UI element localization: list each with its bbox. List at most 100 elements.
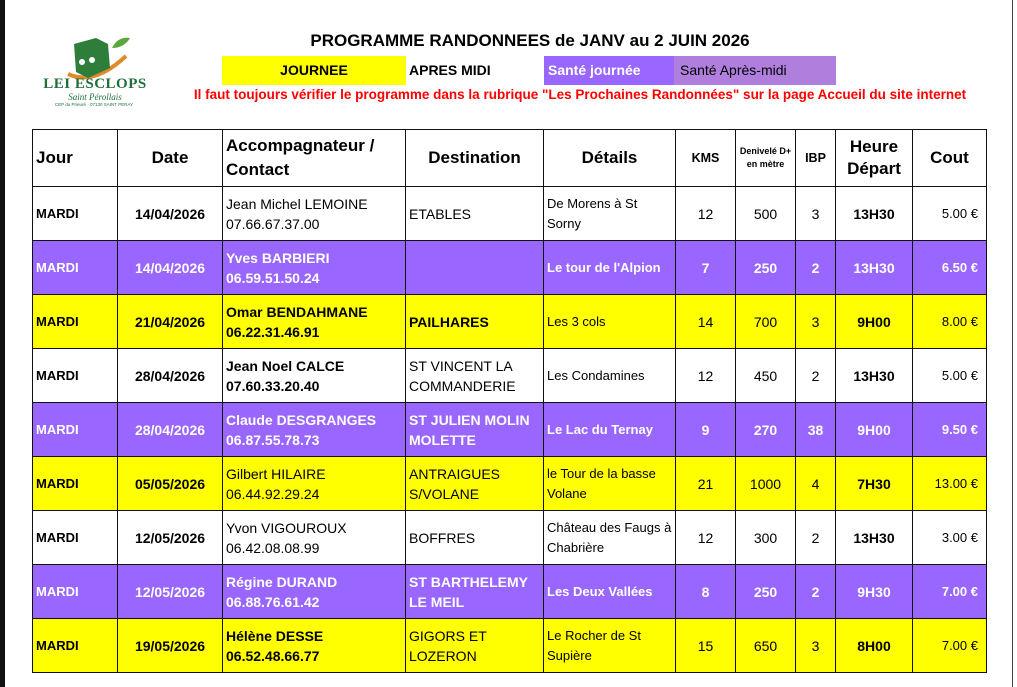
kms-value: 9: [701, 421, 710, 438]
kms-value: 12: [697, 529, 714, 546]
cell-destination: ST VINCENT LA COMMANDERIE: [405, 348, 544, 403]
cell-ibp: 2: [795, 510, 836, 565]
cell-jour: MARDI: [32, 456, 118, 511]
guide-phone: 06.22.31.46.91: [226, 323, 320, 340]
cell-cout: 7.00 €: [912, 618, 987, 673]
destination-text: ST BARTHELEMY LE MEIL: [409, 573, 528, 610]
header-destination: Destination: [405, 129, 544, 187]
table-row: MARDI 28/04/2026 Claude DESGRANGES 06.87.55…: [32, 402, 987, 457]
cell-details: Le Lac du Ternay: [543, 402, 676, 457]
cell-heure: 9H00: [835, 294, 913, 349]
details-text: De Morens à St Sorny: [547, 195, 638, 231]
heure-value: 13H30: [853, 529, 895, 546]
cell-contact: Jean Noel CALCE 07.60.33.20.40: [222, 348, 406, 403]
destination-text: ANTRAIGUES S/VOLANE: [409, 465, 501, 502]
guide-phone: 07.60.33.20.40: [226, 377, 320, 394]
cell-cout: 13.00 €: [912, 456, 987, 511]
cell-denivele: 270: [735, 402, 796, 457]
jour-text: MARDI: [36, 637, 79, 653]
denivele-value: 270: [753, 421, 778, 438]
header-kms: KMS: [675, 129, 736, 187]
cell-destination: GIGORS ET LOZERON: [405, 618, 544, 673]
cell-cout: 5.00 €: [912, 348, 987, 403]
destination-text: ST VINCENT LA COMMANDERIE: [409, 357, 516, 394]
cell-ibp: 4: [795, 456, 836, 511]
cell-heure: 7H30: [835, 456, 913, 511]
date-text: 28/04/2026: [134, 421, 206, 438]
cell-jour: MARDI: [32, 564, 118, 619]
cell-jour: MARDI: [32, 618, 118, 673]
details-text: Le tour de l'Alpion: [547, 259, 661, 275]
details-text: le Tour de la basse Volane: [547, 465, 656, 501]
destination-text: PAILHARES: [409, 313, 489, 330]
cell-jour: MARDI: [32, 510, 118, 565]
legend-apres-midi: APRES MIDI: [409, 62, 491, 78]
cell-cout: 9.50 €: [912, 402, 987, 457]
guide-name: Régine DURAND: [226, 573, 338, 590]
cell-heure: 13H30: [835, 240, 913, 295]
heure-value: 9H00: [857, 421, 891, 438]
legend-sante-journee: Santé journée: [544, 56, 674, 85]
header-accompagnateur: Accompagnateur / Contact: [222, 129, 406, 187]
cell-denivele: 250: [735, 240, 796, 295]
header-ibp: IBP: [795, 129, 836, 187]
guide-name: Jean Michel LEMOINE: [226, 195, 368, 212]
details-text: Château des Faugs à Chabrière: [547, 519, 672, 555]
table-row: MARDI 05/05/2026 Gilbert HILAIRE 06.44.92.2…: [32, 456, 987, 511]
cell-date: 14/04/2026: [117, 240, 223, 295]
cell-details: Château des Faugs à Chabrière: [543, 510, 676, 565]
cell-date: 05/05/2026: [117, 456, 223, 511]
cell-kms: 15: [675, 618, 736, 673]
cell-contact: Omar BENDAHMANE 06.22.31.46.91: [222, 294, 406, 349]
kms-value: 21: [697, 475, 714, 492]
cell-heure: 9H30: [835, 564, 913, 619]
cell-kms: 12: [675, 348, 736, 403]
table-row: MARDI 14/04/2026 Yves BARBIERI 06.59.51.50.…: [32, 240, 987, 295]
header-date: Date: [117, 129, 223, 187]
cell-details: le Tour de la basse Volane: [543, 456, 676, 511]
cell-jour: MARDI: [32, 294, 118, 349]
date-text: 19/05/2026: [134, 637, 206, 654]
denivele-value: 500: [753, 205, 778, 222]
denivele-value: 250: [753, 259, 778, 276]
jour-text: MARDI: [36, 475, 79, 491]
cell-kms: 8: [675, 564, 736, 619]
cell-date: 28/04/2026: [117, 402, 223, 457]
cell-details: Le Rocher de St Supière: [543, 618, 676, 673]
header-denivele: Denivelé D+ en mètre: [735, 129, 796, 187]
details-text: Les Condamines: [547, 367, 645, 383]
cell-denivele: 450: [735, 348, 796, 403]
cell-destination: [405, 240, 544, 295]
cell-kms: 12: [675, 186, 736, 241]
table-row: MARDI 28/04/2026 Jean Noel CALCE 07.60.33.2…: [32, 348, 987, 403]
cell-heure: 13H30: [835, 186, 913, 241]
guide-phone: 06.42.08.08.99: [226, 539, 320, 556]
cell-date: 12/05/2026: [117, 510, 223, 565]
jour-text: MARDI: [36, 367, 79, 383]
denivele-value: 450: [753, 367, 778, 384]
cell-destination: ST JULIEN MOLIN MOLETTE: [405, 402, 544, 457]
ibp-value: 3: [811, 205, 820, 222]
guide-phone: 07.66.67.37.00: [226, 215, 320, 232]
guide-name: Yvon VIGOUROUX: [226, 519, 347, 536]
jour-text: MARDI: [36, 313, 79, 329]
kms-value: 12: [697, 367, 714, 384]
ibp-value: 38: [807, 421, 824, 438]
cout-value: 13.00 €: [934, 475, 978, 491]
cout-value: 7.00 €: [941, 583, 978, 599]
heure-value: 13H30: [853, 259, 895, 276]
guide-phone: 06.59.51.50.24: [226, 269, 320, 286]
kms-value: 7: [701, 259, 710, 276]
table-row: MARDI 12/05/2026 Régine DURAND 06.88.76.61.…: [32, 564, 987, 619]
header-heure: Heure Départ: [835, 129, 913, 187]
warning-text: Il faut toujours vérifier le programme d…: [193, 87, 967, 102]
guide-name: Jean Noel CALCE: [226, 357, 345, 374]
header-cout: Cout: [912, 129, 987, 187]
page-title: PROGRAMME RANDONNEES de JANV au 2 JUIN 2…: [310, 31, 750, 50]
cell-kms: 21: [675, 456, 736, 511]
cell-ibp: 3: [795, 186, 836, 241]
guide-phone: 06.87.55.78.73: [226, 431, 320, 448]
cell-ibp: 2: [795, 348, 836, 403]
ibp-value: 2: [811, 529, 820, 546]
guide-name: Claude DESGRANGES: [226, 411, 377, 428]
